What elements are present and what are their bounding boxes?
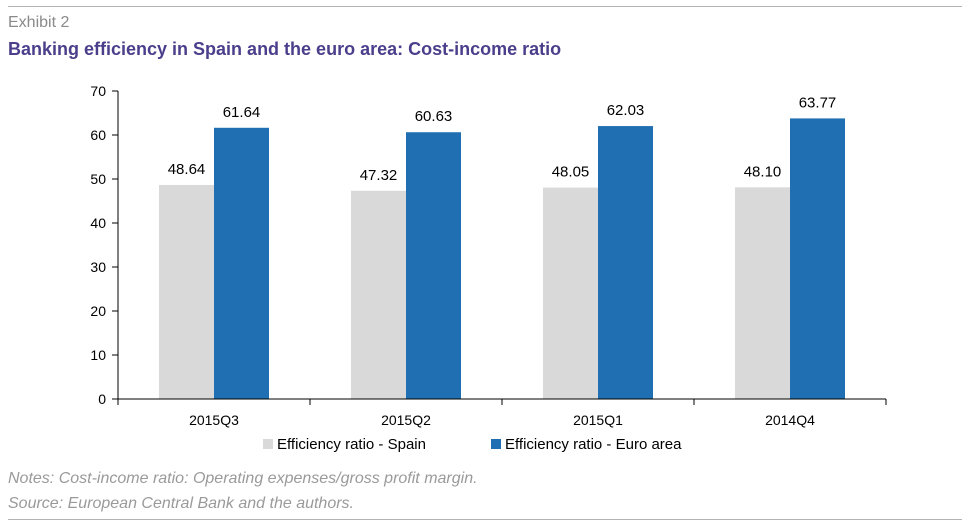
x-tick-label: 2015Q2 xyxy=(381,412,431,428)
data-label-euro-area: 62.03 xyxy=(607,102,645,119)
bar-euro-area xyxy=(790,118,845,400)
y-tick-label: 30 xyxy=(90,259,106,275)
bottom-rule xyxy=(8,519,962,520)
data-label-euro-area: 60.63 xyxy=(415,108,453,125)
data-label-spain: 48.10 xyxy=(744,163,782,180)
legend-swatch-spain xyxy=(263,439,273,449)
y-tick-label: 60 xyxy=(90,127,106,143)
bar-euro-area xyxy=(214,127,269,399)
source-text: Source: European Central Bank and the au… xyxy=(8,495,354,512)
data-label-euro-area: 61.64 xyxy=(223,104,261,121)
y-tick-label: 70 xyxy=(90,83,106,99)
x-tick-label: 2015Q3 xyxy=(189,412,239,428)
x-tick-label: 2015Q1 xyxy=(573,412,623,428)
notes-text: Notes: Cost-income ratio: Operating expe… xyxy=(8,470,478,487)
y-tick-label: 40 xyxy=(90,215,106,231)
y-tick-label: 10 xyxy=(90,347,106,363)
bar-euro-area xyxy=(406,132,461,399)
legend-label-spain: Efficiency ratio - Spain xyxy=(277,436,426,453)
top-rule xyxy=(8,6,962,7)
bar-euro-area xyxy=(598,126,653,400)
chart-title: Banking efficiency in Spain and the euro… xyxy=(8,39,562,59)
y-tick-label: 0 xyxy=(98,391,106,407)
data-label-spain: 47.32 xyxy=(360,167,398,184)
legend-swatch-euro-area xyxy=(491,439,501,449)
bar-spain xyxy=(351,190,406,399)
y-tick-label: 50 xyxy=(90,171,106,187)
data-label-spain: 48.64 xyxy=(168,161,206,178)
exhibit-label: Exhibit 2 xyxy=(8,14,70,31)
legend-label-euro-area: Efficiency ratio - Euro area xyxy=(505,436,682,453)
bar-spain xyxy=(159,184,214,399)
y-tick-label: 20 xyxy=(90,303,106,319)
x-tick-label: 2014Q4 xyxy=(765,412,815,428)
data-label-spain: 48.05 xyxy=(552,164,590,181)
bar-spain xyxy=(543,187,598,399)
data-label-euro-area: 63.77 xyxy=(799,94,837,111)
bar-spain xyxy=(735,187,790,399)
